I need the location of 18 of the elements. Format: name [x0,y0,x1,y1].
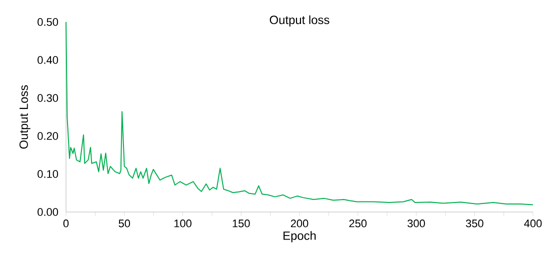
x-tick-label: 150 [232,220,250,228]
x-tick-label: 350 [466,220,484,228]
x-tick-label: 200 [290,220,308,228]
y-tick-label: 0.00 [38,208,58,216]
x-tick-label: 0 [63,220,69,228]
y-tick-label: 0.10 [38,170,58,178]
x-tick-label: 300 [408,220,425,228]
y-tick-label: 0.50 [38,18,58,26]
x-tick-label: 250 [349,220,367,228]
y-tick-label: 0.40 [38,56,58,64]
y-tick-label: 0.20 [38,132,58,140]
y-tick-label: 0.30 [38,94,58,102]
chart-title: Output loss [270,15,330,27]
x-tick-label: 400 [524,220,542,228]
x-tick-label: 100 [174,220,192,228]
x-axis-title: Epoch [284,231,316,242]
x-tick-label: 50 [118,220,130,228]
y-axis-title: Output Loss [19,85,30,149]
